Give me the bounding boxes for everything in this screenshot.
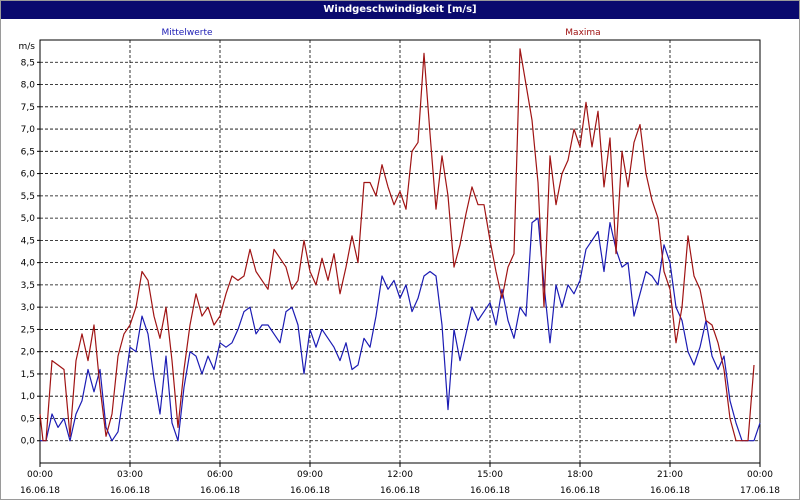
x-tick-time-label: 00:00	[747, 470, 773, 480]
window-title: Windgeschwindigkeit [m/s]	[1, 1, 799, 19]
y-tick-label: 4,0	[21, 259, 36, 269]
axis-layer	[37, 39, 761, 467]
x-tick-time-label: 15:00	[477, 470, 503, 480]
x-tick-time-label: 12:00	[387, 470, 413, 480]
x-tick-date-label: 17.06.18	[740, 486, 780, 496]
y-tick-label: 8,5	[21, 58, 35, 68]
grid-layer	[39, 40, 761, 463]
y-tick-label: 0,5	[21, 414, 35, 424]
y-tick-label: 1,0	[21, 392, 36, 402]
x-tick-time-label: 18:00	[567, 470, 593, 480]
x-tick-date-label: 16.06.18	[110, 486, 150, 496]
x-tick-date-label: 16.06.18	[290, 486, 330, 496]
plot-frame	[39, 39, 761, 464]
legend-mittelwerte: Mittelwerte	[161, 28, 212, 38]
x-tick-time-label: 00:00	[27, 470, 53, 480]
x-tick-date-label: 16.06.18	[20, 486, 60, 496]
series-line-maxima	[39, 48, 755, 442]
y-tick-label: 8,0	[21, 81, 36, 91]
x-tick-date-label: 16.06.18	[560, 486, 600, 496]
y-tick-label: 6,0	[21, 170, 36, 180]
label-layer: 0,0 0,5 1,0 1,5 2,0 2,5 3,0 3,5 4,0 4,5 5,0 5,5 6,0 6…	[19, 28, 781, 496]
y-tick-label: 4,5	[21, 236, 35, 246]
y-tick-label: 0,0	[21, 437, 36, 447]
x-tick-date-label: 16.06.18	[470, 486, 510, 496]
legend-maxima: Maxima	[565, 28, 600, 38]
series-layer	[39, 48, 761, 442]
y-tick-label: 2,0	[21, 348, 36, 358]
y-tick-label: 6,5	[21, 147, 35, 157]
y-tick-label: 5,0	[21, 214, 36, 224]
y-tick-label: 2,5	[21, 325, 35, 335]
x-tick-date-label: 16.06.18	[380, 486, 420, 496]
x-tick-date-label: 16.06.18	[200, 486, 240, 496]
x-tick-time-label: 21:00	[657, 470, 683, 480]
y-tick-label: 7,0	[21, 125, 36, 135]
y-axis-unit-label: m/s	[19, 42, 36, 52]
x-tick-time-label: 06:00	[207, 470, 233, 480]
series-line-mittelwerte	[40, 217, 761, 442]
x-tick-time-label: 03:00	[117, 470, 143, 480]
y-tick-label: 7,5	[21, 103, 35, 113]
y-tick-label: 3,5	[21, 281, 35, 291]
y-tick-label: 1,5	[21, 370, 35, 380]
x-tick-time-label: 09:00	[297, 470, 323, 480]
y-tick-label: 3,0	[21, 303, 36, 313]
y-tick-label: 5,5	[21, 192, 35, 202]
x-tick-date-label: 16.06.18	[650, 486, 690, 496]
